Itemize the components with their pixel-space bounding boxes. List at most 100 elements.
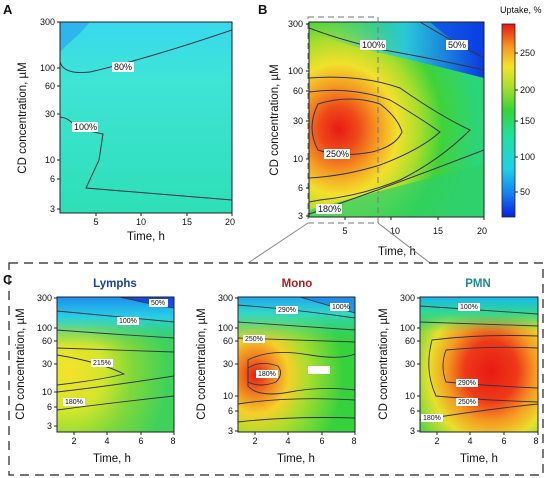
- panel-a-xtick: 5: [93, 217, 98, 227]
- pmn-contour-label: 100%: [460, 304, 478, 311]
- lymphs-ytick: 30: [42, 359, 52, 369]
- pmn-ytick: 100: [400, 323, 415, 333]
- mono-heatmap: [238, 297, 355, 432]
- panel-a-contour-label-80: 80%: [114, 62, 132, 72]
- mono-ytick: 30: [223, 359, 233, 369]
- pmn-x-ticks: 2 4 6 8: [434, 432, 539, 446]
- panel-a-xtick: 20: [225, 217, 235, 227]
- mono-xtick: 2: [252, 436, 257, 446]
- mono-x-axis-label: Time, h: [277, 453, 315, 465]
- panel-a-ytick: 300: [40, 17, 55, 27]
- panel-b-xtick: 15: [433, 226, 443, 236]
- lymphs-ytick: 300: [37, 293, 52, 303]
- panel-b-x-ticks: 5 10 15 20: [342, 217, 487, 236]
- panel-b-zoom-box: [307, 16, 379, 224]
- panel-a-y-ticks: 300 100 60 30 10 6 3: [40, 17, 60, 214]
- colorbar-tick: 50: [520, 187, 530, 197]
- panel-b-frame: [308, 21, 485, 218]
- mono-contour-label: 180%: [258, 371, 276, 378]
- mono-ytick: 60: [223, 336, 233, 346]
- mono-contour-label: 290%: [278, 307, 296, 314]
- lymphs-x-axis-label: Time, h: [93, 453, 131, 465]
- colorbar-tick: 250: [520, 48, 535, 58]
- contour-180: [420, 321, 538, 327]
- pmn-ytick: 3: [410, 426, 415, 436]
- panel-b-contour-label-180: 180%: [318, 204, 341, 214]
- pmn-contour-label: 290%: [458, 380, 476, 387]
- mono-ytick: 3: [228, 426, 233, 436]
- mono-ytick: 300: [218, 293, 233, 303]
- lymphs-y-axis-label: CD concentration, µM: [15, 308, 27, 419]
- pmn-title: PMN: [465, 278, 491, 290]
- pmn-xtick: 6: [501, 436, 506, 446]
- pmn-ytick: 6: [410, 406, 415, 416]
- pmn-heatmap: [420, 297, 538, 432]
- contour-80: [60, 29, 232, 73]
- zoom-connector-right: [377, 222, 431, 264]
- panel-b-contour-label-250: 250%: [326, 149, 349, 159]
- lymphs-title: Lymphs: [93, 278, 137, 290]
- panel-b-contour-label-100: 100%: [362, 40, 385, 50]
- pmn-xtick: 2: [434, 436, 439, 446]
- pmn-y-axis-label: CD concentration, µM: [378, 308, 390, 419]
- pmn-ytick: 300: [400, 293, 415, 303]
- lymphs-contour-label: 180%: [65, 399, 83, 406]
- lymphs-xtick: 6: [138, 436, 143, 446]
- contour-180b: [57, 375, 174, 393]
- contour-250-outer: [247, 351, 355, 395]
- panel-c-frame: [8, 262, 544, 476]
- panel-a-x-ticks: 5 10 15 20: [93, 213, 235, 227]
- contour-80: [299, 297, 355, 314]
- mono-y-ticks: 300 100 60 30 10 6 3: [218, 293, 238, 436]
- pmn-contour-labels: 100% 290% 250% 180%: [421, 303, 480, 422]
- panel-b-ytick: 6: [298, 183, 303, 193]
- panel-b-xtick: 20: [477, 226, 487, 236]
- panel-a-y-axis-label: CD concentration, µM: [17, 62, 29, 173]
- panel-c-label: C: [3, 272, 13, 287]
- panel-b-y-ticks: 300 100 60 30 10 6 3: [288, 19, 309, 221]
- panel-b-ytick: 100: [288, 66, 303, 76]
- panel-b-ytick: 300: [288, 19, 303, 29]
- panel-b-ytick: 60: [293, 86, 303, 96]
- contour-290: [247, 363, 281, 386]
- panel-a-ytick: 3: [50, 204, 55, 214]
- panel-b-contour-labels: 100% 50% 250% 180%: [316, 40, 468, 214]
- contour-100: [238, 304, 355, 319]
- lymphs-y-ticks: 300 100 60 30 10 6 3: [37, 293, 57, 431]
- panel-b-x-axis-label: Time, h: [378, 246, 416, 258]
- panel-b-heatmap: [309, 22, 484, 217]
- colorbar-tick: 100: [520, 152, 535, 162]
- lymphs-xtick: 4: [104, 436, 109, 446]
- mono-xtick: 8: [351, 436, 356, 446]
- panel-b-y-axis-label: CD concentration, µM: [269, 64, 281, 175]
- contour-180-upper: [309, 76, 471, 203]
- panel-a-xtick: 15: [182, 217, 192, 227]
- panel-b-contour-label-50: 50%: [448, 40, 466, 50]
- lymphs-contour-label: 100%: [119, 318, 137, 325]
- contour-250: [311, 98, 403, 156]
- lymphs-xtick: 2: [71, 436, 76, 446]
- mono-xtick: 4: [285, 436, 290, 446]
- lymphs-heatmap: [57, 297, 174, 432]
- mono-x-ticks: 2 4 6 8: [252, 432, 357, 446]
- contour-180b: [238, 398, 355, 405]
- mono-contour-labels: 100% 290% 250% 180%: [243, 303, 350, 378]
- panel-a-ytick: 10: [45, 155, 55, 165]
- lymphs-x-ticks: 2 4 6 8: [71, 432, 176, 446]
- contour-150: [57, 329, 174, 339]
- contour-250: [428, 335, 538, 403]
- contour-50: [119, 297, 174, 309]
- contour-100: [309, 27, 484, 71]
- mono-ytick: 6: [228, 406, 233, 416]
- mono-contour-label: 250%: [245, 336, 263, 343]
- zoom-connector-left: [247, 222, 309, 264]
- colorbar-ticks: 250 200 150 100 50: [515, 48, 535, 197]
- lymphs-contour-label: 215%: [93, 360, 111, 367]
- pmn-ytick: 30: [405, 359, 415, 369]
- colorbar-tick: 200: [520, 85, 535, 95]
- contour-200: [309, 89, 441, 179]
- panel-a-x-axis-label: Time, h: [127, 231, 165, 243]
- pmn-xtick: 8: [533, 436, 538, 446]
- pmn-ytick: 60: [405, 336, 415, 346]
- panel-b-xtick: 10: [390, 226, 400, 236]
